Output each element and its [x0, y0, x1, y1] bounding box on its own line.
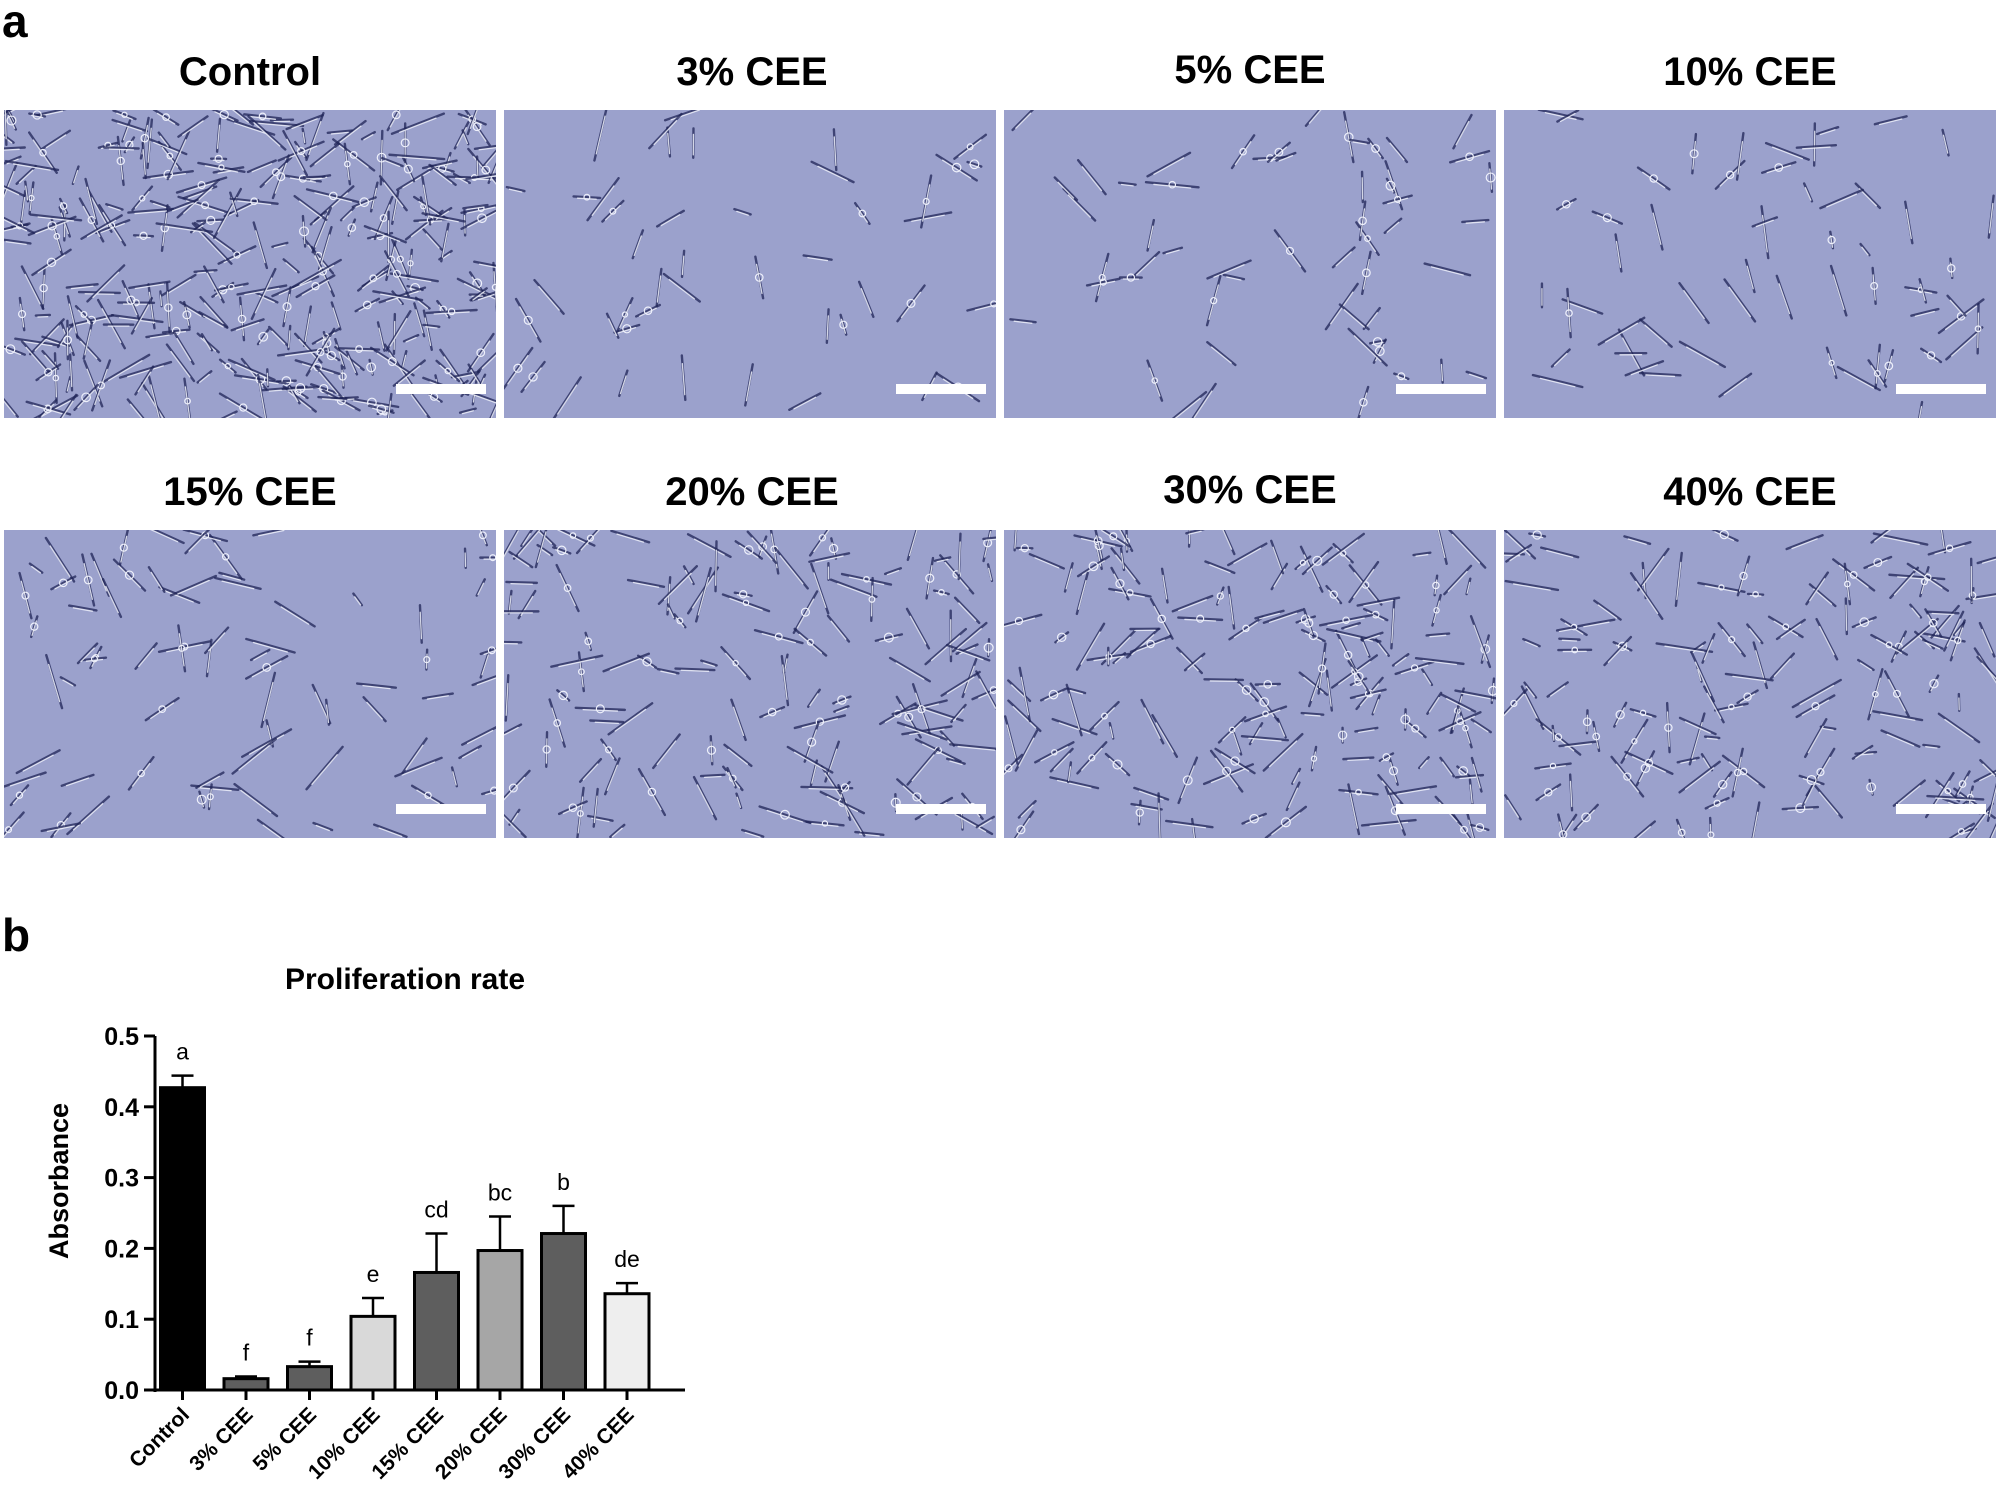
y-axis-label: Absorbance — [44, 1103, 74, 1259]
bar — [476, 1249, 524, 1392]
significance-letter: cd — [424, 1197, 448, 1223]
micrograph-20pct — [504, 530, 996, 838]
significance-letter: a — [176, 1039, 189, 1065]
y-tick-label: 0.2 — [104, 1235, 139, 1263]
micrograph-5pct — [1004, 110, 1496, 418]
proliferation-bar-chart: Proliferation rate Absorbance 0.0 0.1 0.2 0… — [44, 963, 685, 1484]
micrograph-30pct — [1004, 530, 1496, 838]
scale-bar — [1896, 804, 1986, 814]
micro-title-40pct: 40% CEE — [1663, 470, 1837, 514]
panel-a-label: a — [2, 0, 28, 47]
scale-bar — [1896, 384, 1986, 394]
micro-title-10pct: 10% CEE — [1663, 50, 1837, 94]
scale-bar — [896, 804, 986, 814]
y-tick-label: 0.1 — [104, 1306, 139, 1334]
bar — [413, 1270, 460, 1392]
bar — [349, 1314, 397, 1392]
significance-letter: b — [557, 1169, 570, 1195]
y-tick-label: 0.4 — [104, 1094, 139, 1122]
bar — [222, 1377, 270, 1392]
scale-bar — [1396, 804, 1486, 814]
micrograph-control — [4, 110, 496, 418]
micrograph-10pct — [1504, 110, 1996, 418]
micro-title-control: Control — [178, 50, 322, 94]
micrograph-15pct — [4, 530, 496, 838]
significance-letter: f — [243, 1340, 250, 1366]
significance-letter: bc — [488, 1180, 512, 1206]
significance-letter: e — [367, 1261, 380, 1287]
micrograph-3pct — [504, 110, 996, 418]
bar — [603, 1292, 651, 1392]
y-tick-label: 0.0 — [104, 1377, 139, 1405]
x-tick-label: Control — [125, 1403, 194, 1472]
bar — [286, 1365, 333, 1392]
y-tick-label: 0.5 — [104, 1023, 139, 1051]
significance-letter: de — [614, 1246, 640, 1272]
micrograph-40pct — [1504, 530, 1996, 838]
bar — [540, 1232, 587, 1392]
scale-bar — [1396, 384, 1486, 394]
chart-title: Proliferation rate — [285, 963, 525, 996]
micro-title-5pct: 5% CEE — [1174, 48, 1326, 92]
x-tick-label: 3% CEE — [185, 1403, 257, 1475]
y-tick-label: 0.3 — [104, 1165, 139, 1193]
scale-bar — [396, 804, 486, 814]
micro-title-20pct: 20% CEE — [665, 470, 839, 514]
micro-title-30pct: 30% CEE — [1163, 468, 1337, 512]
micro-title-15pct: 15% CEE — [163, 470, 337, 514]
micro-title-3pct: 3% CEE — [676, 50, 828, 94]
scale-bar — [896, 384, 986, 394]
bar — [159, 1086, 206, 1392]
scale-bar — [396, 384, 486, 394]
significance-letter: f — [306, 1325, 313, 1351]
panel-b-label: b — [2, 909, 31, 961]
